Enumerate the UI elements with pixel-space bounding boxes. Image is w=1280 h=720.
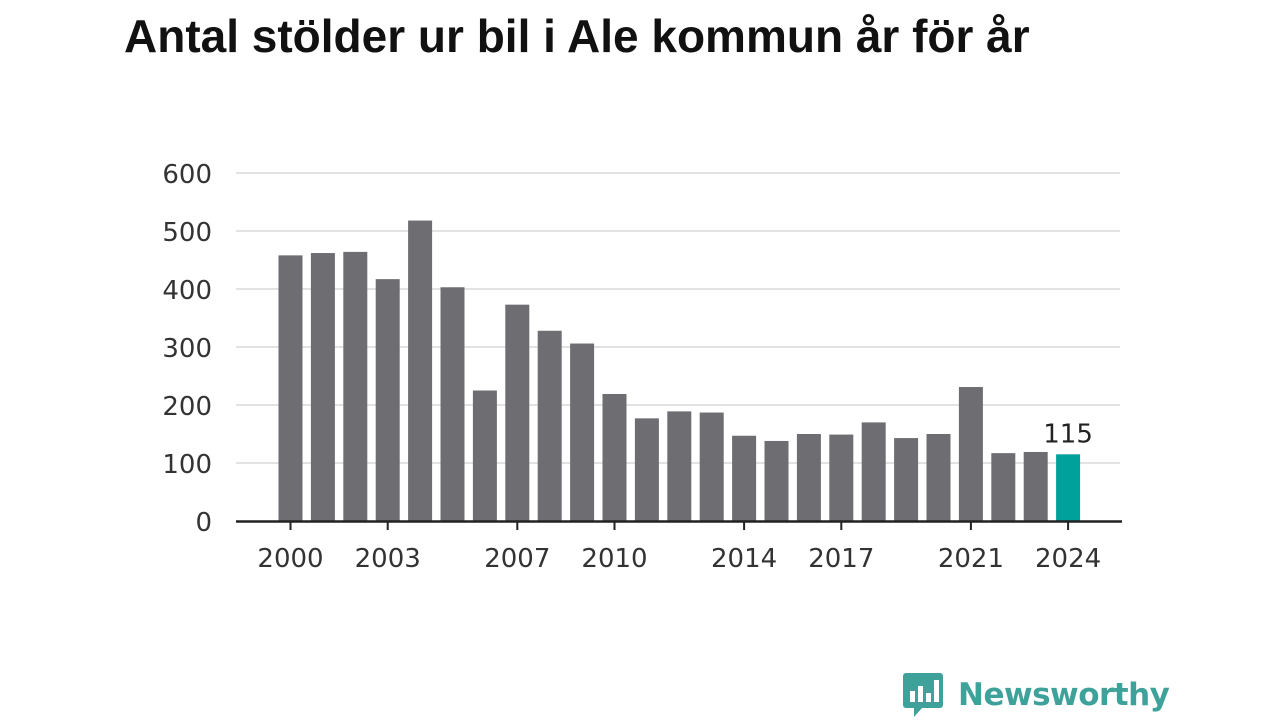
bar-2015 bbox=[764, 440, 789, 521]
y-tick-label: 500 bbox=[162, 218, 212, 248]
bar-2002 bbox=[343, 251, 368, 521]
x-tick-label: 2003 bbox=[355, 544, 421, 574]
bar-chart-speech-bubble-icon bbox=[903, 673, 943, 717]
y-tick-label: 300 bbox=[162, 334, 212, 364]
bar-2007 bbox=[505, 304, 530, 521]
bar-2009 bbox=[570, 343, 595, 521]
bar-2023 bbox=[1023, 451, 1048, 521]
bar-2008 bbox=[537, 330, 562, 521]
y-tick-label: 600 bbox=[162, 160, 212, 190]
y-axis-ticks: 0 100 200 300 400 500 600 bbox=[162, 160, 212, 538]
y-tick-label: 0 bbox=[195, 508, 212, 538]
chart-title: Antal stölder ur bil i Ale kommun år för… bbox=[124, 10, 1030, 62]
bar-2019 bbox=[894, 438, 919, 521]
bar-2022 bbox=[991, 453, 1016, 521]
bar-2004 bbox=[408, 220, 433, 521]
newsworthy-logo: Newsworthy bbox=[902, 671, 1170, 719]
x-tick-label: 2010 bbox=[581, 544, 647, 574]
x-tick-label: 2021 bbox=[938, 544, 1004, 574]
data-label-2024: 115 bbox=[1043, 419, 1093, 449]
bar-2024 bbox=[1056, 454, 1081, 521]
bar-2017 bbox=[829, 434, 854, 521]
bar-2014 bbox=[732, 435, 757, 521]
bar-2010 bbox=[602, 393, 627, 521]
logo-wordmark: Newsworthy bbox=[958, 677, 1170, 713]
x-tick-label: 2014 bbox=[711, 544, 777, 574]
bar-2006 bbox=[472, 390, 497, 521]
x-axis-ticks: 2000 2003 2007 2010 2014 2017 2021 2024 bbox=[257, 521, 1101, 574]
y-tick-label: 400 bbox=[162, 276, 212, 306]
x-tick-label: 2000 bbox=[257, 544, 323, 574]
y-tick-label: 200 bbox=[162, 392, 212, 422]
bar-2018 bbox=[861, 422, 886, 521]
bar-2013 bbox=[699, 412, 724, 521]
x-tick-label: 2007 bbox=[484, 544, 550, 574]
x-tick-label: 2017 bbox=[808, 544, 874, 574]
bar-2005 bbox=[440, 287, 465, 521]
y-tick-label: 100 bbox=[162, 450, 212, 480]
bar-2000 bbox=[278, 255, 303, 522]
bar-2021 bbox=[958, 387, 983, 521]
bar-chart: 0 100 200 300 400 500 600 115 2000 2003 2007 2010… bbox=[162, 160, 1122, 574]
bar-2020 bbox=[926, 434, 951, 521]
bar-2012 bbox=[667, 411, 692, 521]
bar-2003 bbox=[375, 279, 400, 521]
x-tick-label: 2024 bbox=[1035, 544, 1101, 574]
bar-2016 bbox=[796, 434, 821, 521]
bars bbox=[278, 220, 1081, 522]
bar-2011 bbox=[634, 418, 659, 521]
bar-2001 bbox=[310, 253, 335, 522]
data-labels: 115 bbox=[1043, 419, 1093, 449]
